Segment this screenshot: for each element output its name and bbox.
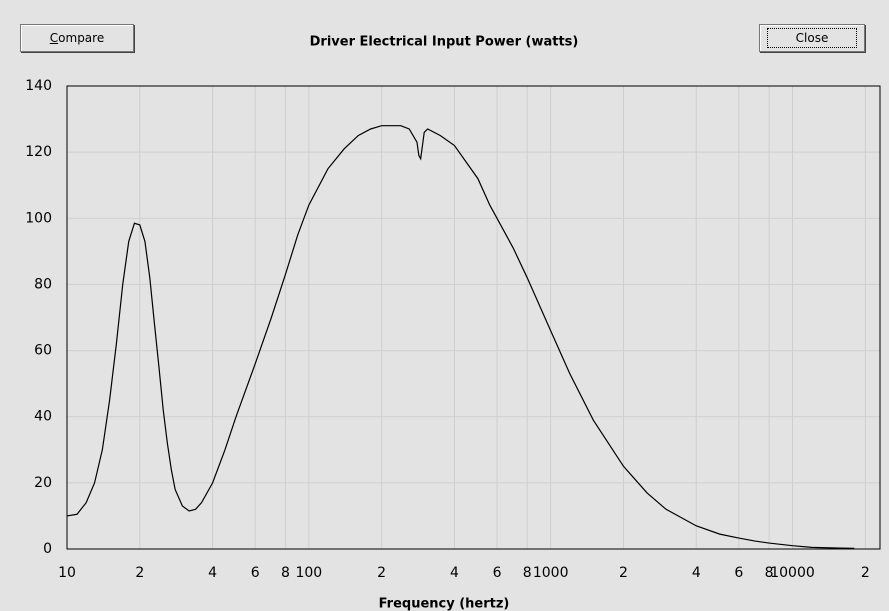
x-tick-label: 6: [734, 565, 743, 581]
close-button[interactable]: Close: [759, 24, 865, 52]
y-tick-label: 40: [34, 409, 52, 425]
x-tick-label: 2: [619, 565, 628, 581]
plot-area: [67, 86, 880, 549]
x-tick-label: 100: [295, 565, 322, 581]
x-tick-label: 10000: [770, 565, 815, 581]
x-tick-label: 4: [450, 565, 459, 581]
data-line: [66, 125, 855, 549]
plot-frame: [66, 85, 881, 550]
compare-label: Compare: [49, 31, 105, 45]
x-tick-label: 8: [281, 565, 290, 581]
x-axis-label: Frequency (hertz): [379, 597, 510, 611]
y-tick-label: 120: [25, 144, 52, 160]
x-tick-label: 10: [58, 565, 76, 581]
y-tick-label: 80: [34, 276, 52, 292]
y-tick-label: 60: [34, 343, 52, 359]
compare-button[interactable]: Compare: [20, 24, 134, 52]
y-tick-label: 0: [43, 541, 52, 557]
y-tick-label: 140: [25, 78, 52, 94]
y-tick-label: 100: [25, 210, 52, 226]
close-label: Close: [766, 28, 858, 48]
x-tick-label: 4: [692, 565, 701, 581]
x-tick-label: 8: [523, 565, 532, 581]
x-tick-label: 1000: [533, 565, 569, 581]
x-tick-label: 8: [765, 565, 774, 581]
x-tick-label: 2: [377, 565, 386, 581]
x-tick-label: 4: [208, 565, 217, 581]
x-tick-label: 6: [493, 565, 502, 581]
chart-title: Driver Electrical Input Power (watts): [310, 35, 579, 50]
x-tick-label: 2: [135, 565, 144, 581]
x-tick-label: 6: [251, 565, 260, 581]
x-tick-label: 2: [861, 565, 870, 581]
y-tick-label: 20: [34, 475, 52, 491]
